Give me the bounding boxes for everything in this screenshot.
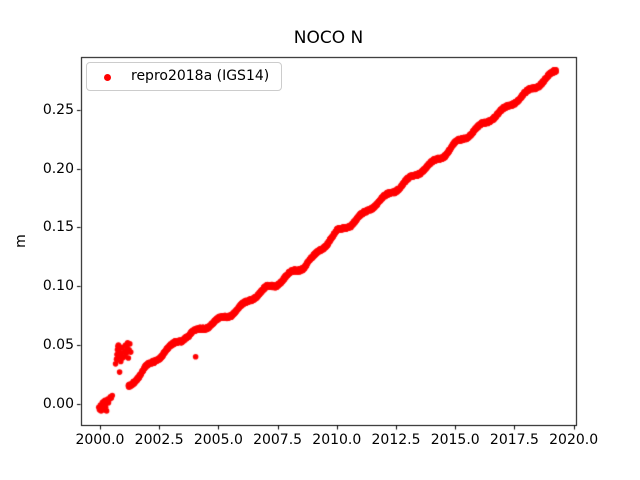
legend-label: repro2018a (IGS14)	[131, 68, 270, 84]
x-tick-label: 2017.5	[489, 432, 539, 448]
y-tick-label: 0.00	[42, 395, 74, 412]
y-tick-label: 0.20	[42, 160, 74, 177]
chart-title: NOCO N	[293, 28, 364, 48]
y-tick-label: 0.10	[42, 278, 74, 295]
y-tick-label: 0.05	[42, 337, 74, 354]
x-tick-label: 2015.0	[430, 432, 480, 448]
x-tick-label: 2005.0	[193, 432, 243, 448]
x-tick-label: 2012.5	[371, 432, 421, 448]
x-tick-label: 2020.0	[549, 432, 599, 448]
x-tick-label: 2007.5	[253, 432, 303, 448]
y-tick-label: 0.25	[42, 101, 74, 118]
legend: repro2018a (IGS14)	[86, 62, 282, 91]
x-tick-label: 2002.5	[134, 432, 184, 448]
legend-marker-icon	[104, 74, 111, 81]
y-tick-label: 0.15	[42, 219, 74, 236]
x-tick-label: 2010.0	[312, 432, 362, 448]
x-tick-label: 2000.0	[75, 432, 125, 448]
